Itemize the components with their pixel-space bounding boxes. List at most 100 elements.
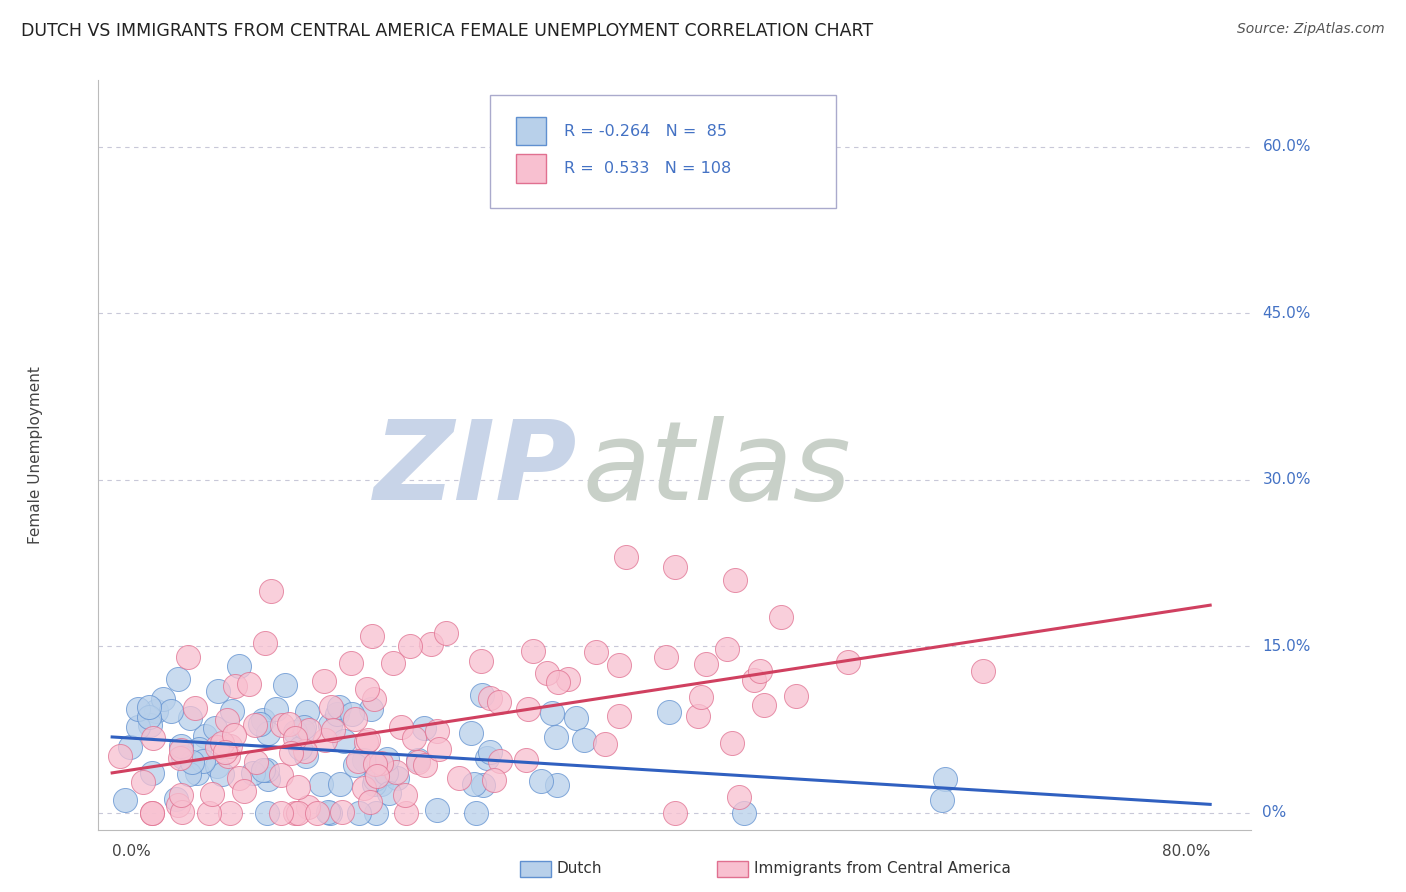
Point	[690, 690, 713, 705]
Point	[207, 759, 229, 773]
Point	[252, 763, 274, 777]
Point	[377, 786, 399, 800]
Point	[179, 711, 201, 725]
Point	[330, 805, 353, 819]
Point	[256, 726, 278, 740]
Point	[204, 722, 226, 736]
Point	[242, 765, 264, 780]
Point	[219, 739, 242, 753]
Point	[294, 743, 316, 757]
Point	[249, 717, 271, 731]
Point	[127, 702, 149, 716]
Point	[181, 755, 204, 769]
Point	[110, 749, 132, 764]
Point	[658, 705, 681, 719]
Point	[290, 741, 312, 756]
Point	[169, 751, 191, 765]
Point	[363, 757, 385, 772]
Point	[166, 798, 188, 813]
Point	[406, 753, 429, 767]
Point	[347, 805, 370, 820]
Point	[547, 675, 569, 690]
Point	[297, 799, 319, 814]
Text: 15.0%: 15.0%	[1263, 639, 1310, 654]
Point	[316, 805, 339, 819]
Point	[145, 704, 167, 718]
Point	[142, 731, 165, 745]
Text: R = -0.264   N =  85: R = -0.264 N = 85	[564, 124, 727, 139]
Point	[419, 637, 441, 651]
Point	[536, 665, 558, 680]
Point	[170, 789, 193, 803]
Point	[252, 713, 274, 727]
Point	[343, 712, 366, 726]
Bar	[516, 117, 547, 145]
Point	[284, 731, 307, 746]
Point	[222, 728, 245, 742]
Point	[742, 673, 765, 687]
Text: Source: ZipAtlas.com: Source: ZipAtlas.com	[1237, 22, 1385, 37]
Point	[319, 805, 342, 820]
Point	[664, 559, 686, 574]
Point	[344, 758, 367, 772]
Point	[488, 754, 510, 768]
Point	[198, 805, 221, 820]
Text: Dutch: Dutch	[557, 862, 602, 876]
Point	[515, 753, 537, 767]
Point	[356, 681, 378, 696]
Point	[389, 720, 412, 734]
Point	[479, 691, 502, 706]
Point	[354, 735, 377, 749]
Point	[256, 805, 278, 820]
Point	[471, 688, 494, 702]
Text: Female Unemployment: Female Unemployment	[28, 366, 42, 544]
Point	[328, 777, 350, 791]
Point	[931, 793, 953, 807]
Point	[205, 739, 228, 754]
Point	[607, 658, 630, 673]
Point	[114, 792, 136, 806]
Point	[309, 777, 332, 791]
Point	[447, 772, 470, 786]
Point	[395, 805, 418, 820]
Point	[413, 721, 436, 735]
Point	[132, 775, 155, 789]
Point	[363, 777, 385, 791]
Point	[233, 784, 256, 798]
Point	[139, 718, 162, 732]
Point	[215, 713, 238, 727]
Point	[201, 787, 224, 801]
Point	[544, 730, 567, 744]
Point	[728, 789, 751, 804]
Point	[572, 733, 595, 747]
Point	[141, 765, 163, 780]
Point	[238, 677, 260, 691]
Point	[695, 657, 717, 671]
Point	[387, 771, 409, 785]
Point	[402, 731, 425, 745]
Point	[138, 700, 160, 714]
Point	[298, 723, 321, 738]
Point	[370, 756, 392, 770]
Point	[169, 743, 191, 757]
Point	[314, 674, 336, 689]
Point	[333, 733, 356, 747]
Point	[413, 757, 436, 772]
Point	[170, 739, 193, 753]
Point	[118, 739, 141, 754]
Point	[426, 724, 449, 739]
Point	[754, 698, 776, 713]
Point	[264, 702, 287, 716]
Point	[228, 659, 250, 673]
Point	[256, 764, 278, 778]
Point	[366, 769, 388, 783]
Point	[186, 765, 208, 780]
Point	[516, 702, 538, 716]
Point	[614, 550, 637, 565]
Point	[721, 736, 744, 750]
Point	[270, 768, 292, 782]
Text: ZIP: ZIP	[374, 417, 576, 524]
Point	[319, 718, 342, 732]
Point	[219, 805, 242, 820]
Point	[837, 655, 859, 669]
